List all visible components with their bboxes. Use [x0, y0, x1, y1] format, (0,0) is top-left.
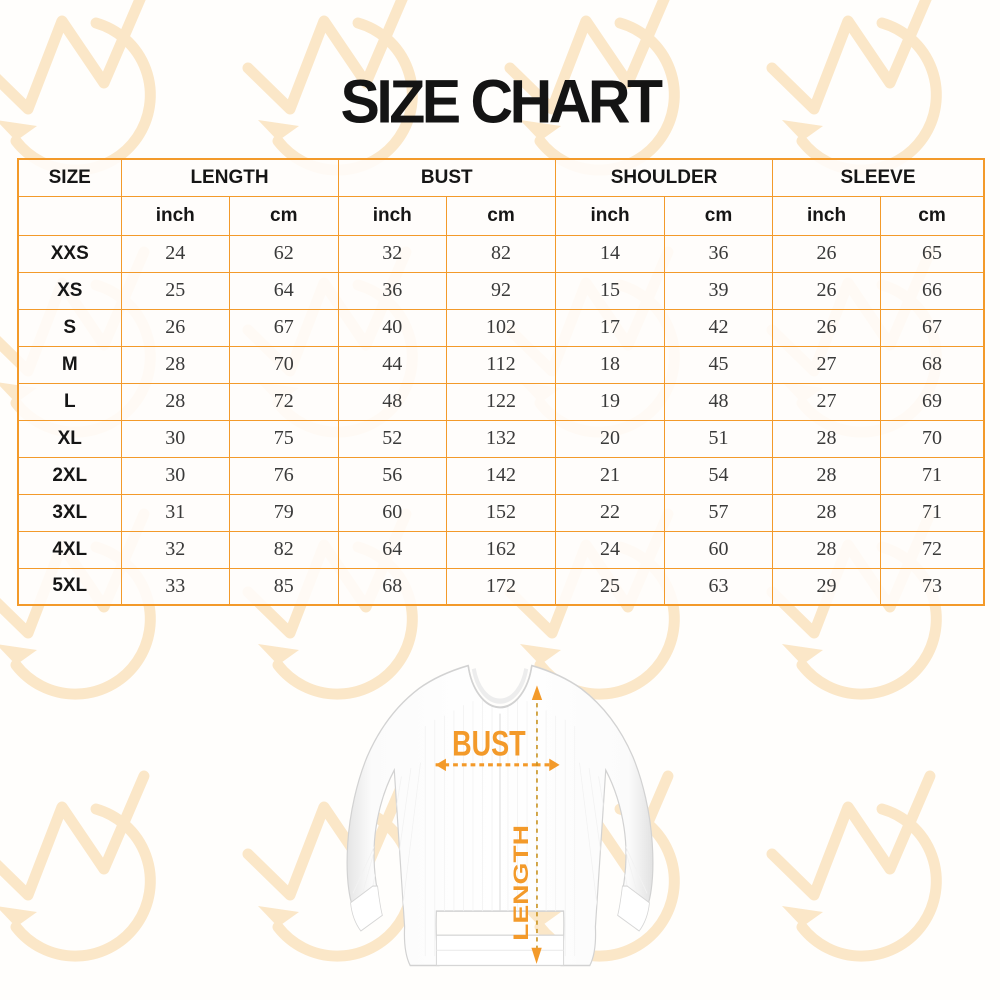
svg-text:LENGTH: LENGTH: [509, 825, 533, 941]
svg-text:BUST: BUST: [452, 723, 526, 764]
